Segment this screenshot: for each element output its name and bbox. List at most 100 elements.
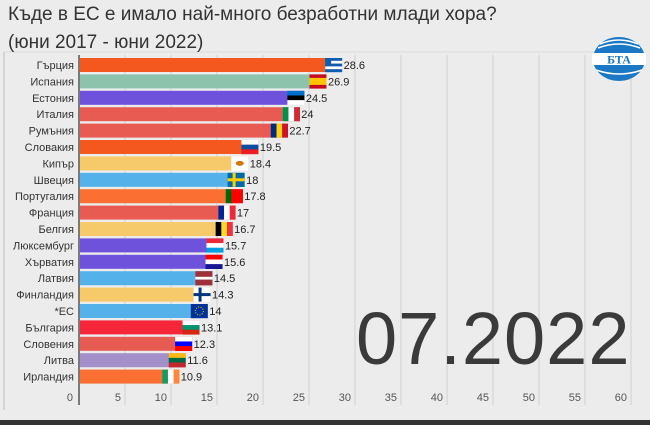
value-label: 16.7 [234,224,255,236]
bar-row: Словакия 19.5 [25,140,281,155]
slovenia-flag-icon [175,336,193,351]
bar [80,369,180,384]
bar [80,205,236,220]
value-label: 18 [246,175,258,187]
bar-row: Латвия 14.5 [38,271,235,286]
bar [80,90,305,105]
spain-flag-icon [309,74,327,89]
value-label: 28.6 [344,60,365,72]
flag-stripe [226,222,233,236]
flag-map [235,160,244,166]
bar [80,222,233,236]
x-tick-label: 20 [247,392,259,404]
value-label: 22.7 [289,126,310,138]
x-tick-label: 30 [339,392,351,404]
bar-row: Белгия 16.7 [38,222,256,236]
bar [80,58,343,72]
sweden-flag-icon [227,172,245,187]
flag-stripe [276,123,283,138]
flag-stripe [162,369,169,384]
value-label: 26.9 [328,76,349,88]
value-label: 17.8 [244,191,265,203]
bar-row: *ЕС 14 [54,304,222,319]
bar [80,353,186,368]
bar-row: Гърция 28.6 [37,58,365,73]
x-tick-label: 55 [569,392,581,404]
category-label: Ирландия [23,372,74,384]
bulgaria-flag-icon [182,320,200,335]
flag-stripe [225,189,232,204]
latvia-flag-icon [195,271,213,286]
romania-flag-icon [270,123,289,138]
cyprus-flag-icon [231,156,249,171]
france-flag-icon [218,205,236,220]
flag-stripe [325,58,343,61]
flag-stripe [195,271,213,275]
category-label: Финландия [16,290,74,302]
category-label: Португалия [15,191,74,203]
flag-stripe [205,254,223,260]
value-label: 14.3 [212,290,233,302]
flag-stripe [173,369,180,384]
category-label: Италия [37,109,75,121]
bar [80,254,223,269]
flag-stripe [282,123,289,138]
flag-stripe [282,107,289,122]
value-label: 24 [301,109,313,121]
category-label: Словения [23,339,74,351]
flag-stripe [294,107,300,122]
bar [80,287,211,302]
bta-logo: БТА [592,37,646,81]
category-label: България [25,322,74,334]
x-tick-label: 40 [431,392,443,404]
flag-stripe [182,325,200,330]
flag-stripe [231,189,238,204]
flag-stripe [325,69,343,73]
x-tick-label: 45 [477,392,489,404]
flag-stripe [175,346,193,351]
x-tick-label: 60 [615,392,627,404]
category-label: Латвия [38,273,74,285]
flag-stripe [241,149,259,155]
svg-text:БТА: БТА [607,53,631,67]
flag-stripe [205,264,223,269]
bar [80,107,300,122]
value-label: 14 [209,306,221,318]
bar [80,304,208,318]
flag-stripe [215,222,222,236]
chart-title-line2: (юни 2017 - юни 2022) [8,32,204,53]
bar-row: Испания 26.9 [30,74,349,89]
value-label: 18.4 [250,158,271,170]
bar [80,189,243,204]
x-tick-label: 5 [115,392,121,404]
bar [80,140,259,154]
bar-row: България 13.1 [25,320,222,335]
flag-stripe [218,205,225,220]
flag-stripe [325,60,343,64]
flag-stars [194,306,204,316]
bar-row: Швеция 18 [34,172,258,187]
flag-stripe [287,95,305,101]
category-label: Белгия [38,224,74,236]
bar [80,156,249,171]
flag-stripe [241,144,259,150]
flag-stripe [195,282,213,286]
portugal-flag-icon [225,189,243,204]
bar-row: Италия 24 [37,107,314,122]
flag-stripe [167,369,174,384]
flag-stripe [175,336,193,342]
x-tick-label: 35 [385,392,397,404]
category-label: Словакия [25,142,74,154]
flag-stripe [229,205,236,220]
bar-row: Литва 11.6 [44,353,208,368]
value-label: 15.7 [225,240,246,252]
value-label: 17 [237,208,249,220]
flag-stripe [237,189,243,204]
x-tick-label: 15 [201,392,213,404]
bar [80,123,288,138]
bar [80,172,245,187]
flag-stripe [195,274,213,277]
flag-cross [227,178,245,182]
finland-flag-icon [193,287,211,302]
